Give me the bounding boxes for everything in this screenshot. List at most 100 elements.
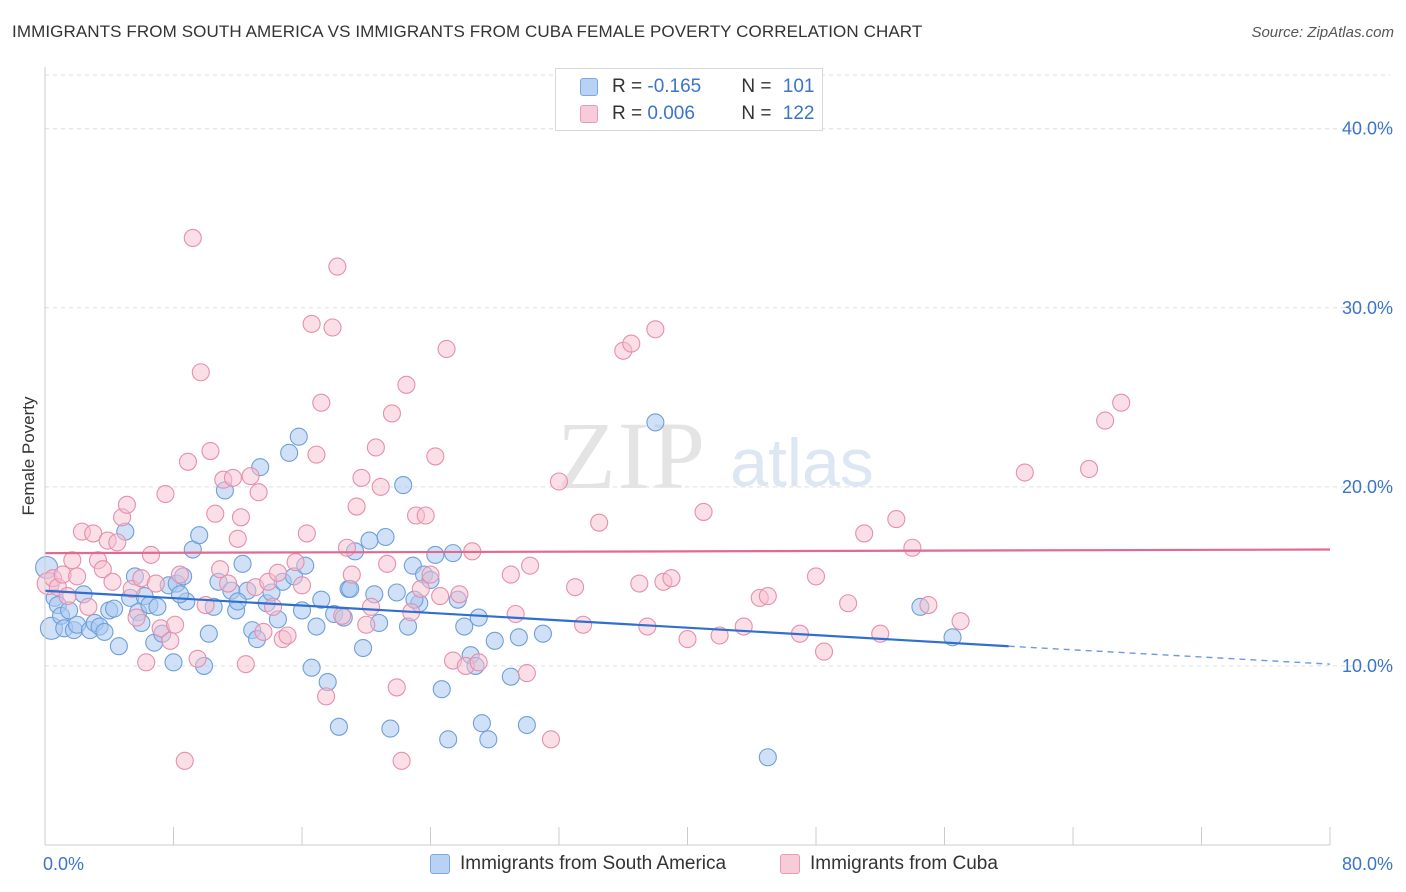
point-south-america bbox=[432, 680, 451, 699]
point-south-america bbox=[307, 617, 326, 636]
point-south-america bbox=[387, 583, 406, 602]
point-cuba bbox=[426, 447, 445, 466]
point-cuba bbox=[352, 468, 371, 487]
point-south-america bbox=[469, 608, 488, 627]
point-cuba bbox=[117, 495, 136, 514]
point-south-america bbox=[199, 624, 218, 643]
point-south-america bbox=[170, 585, 189, 604]
point-south-america bbox=[109, 637, 128, 656]
point-cuba bbox=[108, 533, 127, 552]
point-cuba bbox=[302, 314, 321, 333]
point-south-america bbox=[485, 631, 504, 650]
point-cuba bbox=[437, 339, 456, 359]
point-cuba bbox=[342, 565, 361, 584]
point-cuba bbox=[574, 615, 593, 634]
x-tick-label-max: 80.0% bbox=[1342, 854, 1393, 874]
point-south-america bbox=[509, 628, 528, 647]
point-cuba bbox=[292, 576, 312, 595]
point-cuba bbox=[366, 438, 385, 457]
point-cuba bbox=[549, 472, 569, 491]
point-cuba bbox=[694, 502, 713, 521]
series-legend-label-cuba: Immigrants from Cuba bbox=[810, 853, 998, 874]
point-cuba bbox=[806, 567, 826, 586]
point-south-america bbox=[943, 628, 962, 647]
point-south-america bbox=[394, 476, 413, 495]
point-cuba bbox=[662, 569, 681, 588]
point-cuba bbox=[622, 334, 641, 353]
series-legend-swatch-south-america bbox=[430, 854, 450, 874]
point-cuba bbox=[264, 597, 283, 616]
point-south-america bbox=[479, 730, 498, 749]
legend-row-south-america: R = -0.165 N = 101 bbox=[580, 76, 814, 98]
y-tick-label: 20.0% bbox=[1342, 477, 1393, 497]
point-south-america bbox=[289, 427, 308, 446]
point-cuba bbox=[541, 730, 561, 749]
point-cuba bbox=[501, 565, 520, 584]
point-south-america bbox=[302, 658, 321, 677]
point-cuba bbox=[137, 653, 156, 672]
point-south-america bbox=[472, 714, 491, 733]
point-cuba bbox=[382, 404, 402, 423]
point-cuba bbox=[68, 567, 87, 586]
point-cuba bbox=[919, 595, 938, 615]
series-legend-south-america: Immigrants from South America bbox=[430, 852, 726, 876]
point-cuba bbox=[249, 483, 268, 502]
point-cuba bbox=[254, 622, 273, 641]
point-cuba bbox=[228, 529, 247, 548]
point-south-america bbox=[105, 599, 124, 618]
point-south-america bbox=[426, 545, 445, 564]
point-cuba bbox=[392, 751, 411, 770]
point-cuba bbox=[646, 320, 665, 339]
point-cuba bbox=[84, 524, 103, 543]
point-south-america bbox=[329, 717, 348, 736]
point-cuba bbox=[317, 687, 336, 706]
point-cuba bbox=[387, 678, 406, 697]
correlation-legend: R = -0.165 N = 101 R = 0.006 N = 122 bbox=[555, 68, 823, 131]
point-cuba bbox=[357, 615, 376, 634]
legend-swatch-south-america bbox=[580, 78, 598, 96]
point-cuba bbox=[223, 468, 242, 487]
point-south-america bbox=[758, 748, 777, 767]
y-axis-label: Female Poverty bbox=[19, 396, 38, 516]
point-cuba bbox=[312, 393, 331, 412]
grid-lines bbox=[45, 74, 1390, 667]
legend-swatch-cuba bbox=[580, 105, 598, 123]
point-south-america bbox=[312, 590, 331, 609]
point-south-america bbox=[233, 554, 252, 573]
point-cuba bbox=[521, 556, 540, 575]
series-legend-label-south-america: Immigrants from South America bbox=[460, 853, 727, 874]
axes: 10.0% 20.0% 30.0% 40.0% 0.0% 80.0% bbox=[43, 67, 1393, 874]
point-cuba bbox=[278, 626, 297, 645]
trend-lines bbox=[44, 548, 1331, 665]
point-south-america bbox=[517, 715, 536, 735]
watermark-zip: ZIP bbox=[557, 402, 707, 509]
point-cuba bbox=[431, 587, 450, 606]
point-south-america bbox=[443, 544, 463, 563]
series-legend-swatch-cuba bbox=[780, 854, 800, 874]
point-cuba bbox=[1112, 393, 1131, 412]
point-cuba bbox=[103, 572, 122, 591]
point-cuba bbox=[175, 751, 194, 770]
point-cuba bbox=[79, 597, 98, 616]
y-tick-label: 40.0% bbox=[1342, 119, 1393, 139]
point-south-america bbox=[280, 443, 299, 462]
point-cuba bbox=[710, 626, 729, 645]
chart-source: Source: ZipAtlas.com bbox=[1251, 24, 1394, 41]
trend-line-south-america bbox=[44, 589, 1009, 648]
point-south-america bbox=[439, 730, 458, 749]
legend-n-value-cuba: 122 bbox=[782, 103, 815, 124]
point-cuba bbox=[506, 604, 525, 624]
point-cuba bbox=[951, 612, 970, 631]
trend-line-south-america-extension bbox=[1008, 645, 1331, 665]
point-cuba bbox=[566, 578, 585, 597]
legend-n-label: N = bbox=[741, 103, 777, 124]
point-cuba bbox=[201, 441, 220, 461]
point-cuba bbox=[183, 228, 202, 248]
point-cuba bbox=[839, 594, 858, 613]
point-south-america bbox=[353, 638, 373, 658]
point-cuba bbox=[191, 363, 210, 382]
point-cuba bbox=[903, 538, 922, 557]
point-cuba bbox=[127, 608, 146, 627]
point-cuba bbox=[231, 508, 251, 527]
